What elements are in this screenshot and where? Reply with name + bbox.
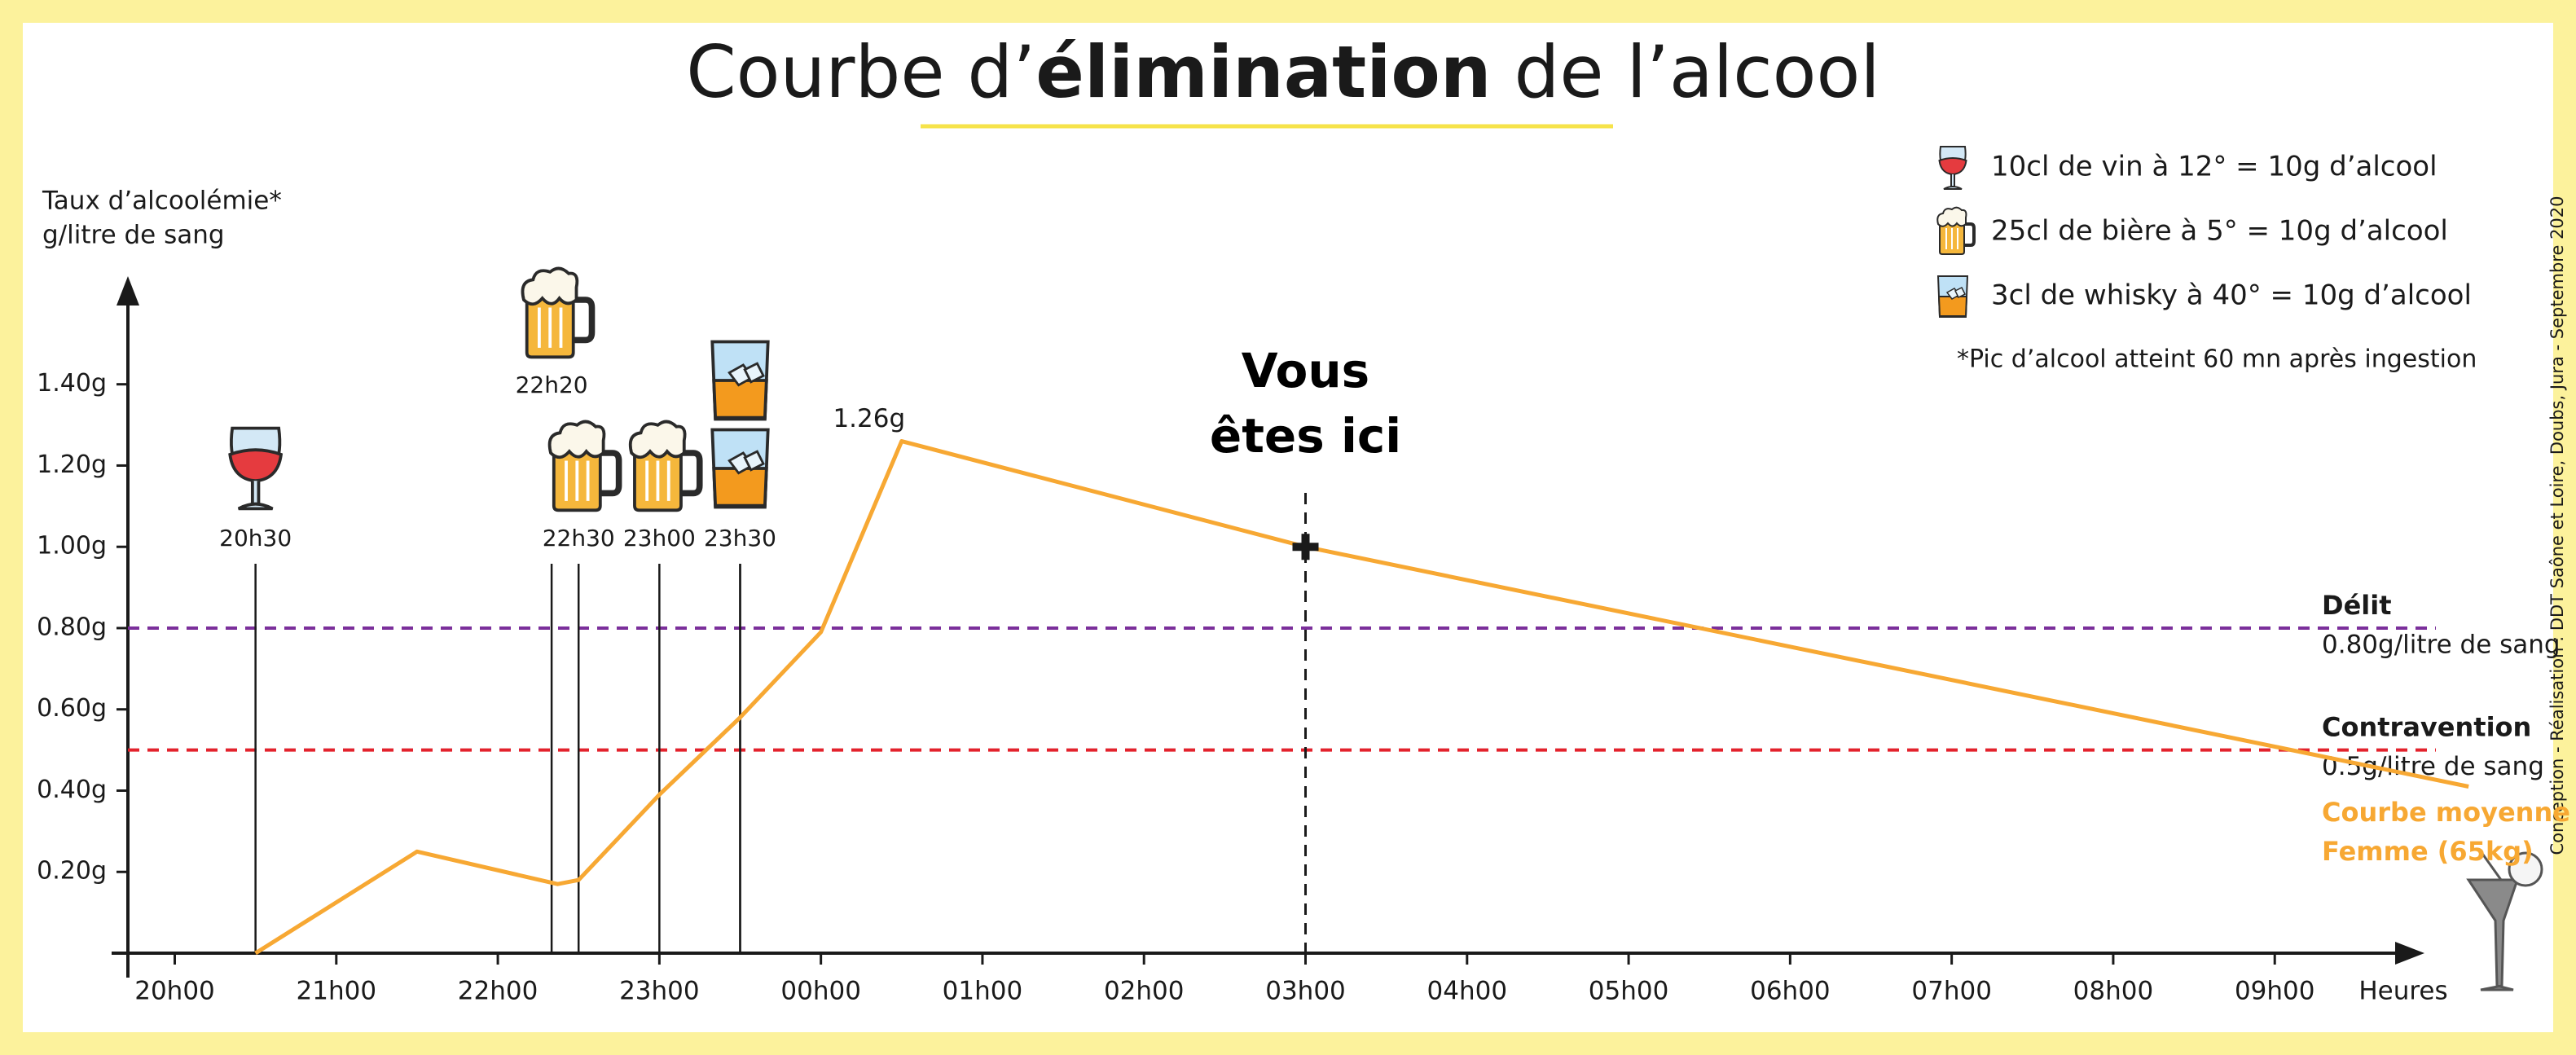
y-tick-label: 0.60g <box>37 694 107 723</box>
whisky <box>1937 296 1968 317</box>
title-part: de l’alcool <box>1492 30 1880 114</box>
mug-handle <box>571 297 596 344</box>
legend-label: 25cl de bière à 5° = 10g d’alcool <box>1991 215 2448 248</box>
y-tick-label: 1.40g <box>37 369 107 398</box>
beer-icon <box>628 420 703 512</box>
threshold-label: Délit <box>2322 590 2392 621</box>
y-tick-label: 0.80g <box>37 613 107 641</box>
whisky-icon <box>710 340 770 421</box>
foam <box>1936 206 1967 227</box>
mug-handle <box>679 450 703 497</box>
x-tick-label: 01h00 <box>943 977 1023 1006</box>
title-part: élimination <box>1035 30 1491 114</box>
glass-base <box>237 502 274 511</box>
y-tick-label: 0.40g <box>37 776 107 804</box>
wine <box>1938 157 1967 176</box>
value-label: 1.26g <box>833 404 905 433</box>
glass-stem <box>250 481 261 506</box>
wine <box>228 448 284 483</box>
x-tick-label: 08h00 <box>2073 977 2154 1006</box>
drink-time: 23h30 <box>704 525 776 552</box>
chart-title: Courbe d’élimination de l’alcool <box>686 30 1880 114</box>
y-tick-label: 1.00g <box>37 532 107 560</box>
title-part: Courbe d’ <box>686 30 1035 114</box>
threshold-sublabel: 0.80g/litre de sang <box>2322 630 2561 659</box>
x-tick-label: 09h00 <box>2235 977 2315 1006</box>
x-tick-label: 21h00 <box>297 977 377 1006</box>
x-tick-label: 02h00 <box>1104 977 1185 1006</box>
x-tick-label: 06h00 <box>1750 977 1831 1006</box>
x-tick-label: 20h00 <box>134 977 215 1006</box>
whisky-icon <box>710 428 770 509</box>
glass-base <box>1943 186 1963 190</box>
beer-icon <box>1936 206 1976 255</box>
wine-icon <box>1938 146 1967 190</box>
y-axis-label: g/litre de sang <box>42 221 225 250</box>
x-tick-label: 22h00 <box>458 977 538 1006</box>
whisky <box>712 467 768 508</box>
whisky <box>712 379 768 420</box>
beer-icon <box>547 420 622 512</box>
threshold-label: Contravention <box>2322 712 2531 743</box>
foam <box>628 420 687 459</box>
panel <box>23 23 2553 1032</box>
glass-stem <box>1950 174 1955 187</box>
beer-icon <box>521 266 596 359</box>
cocktail-decoration <box>2466 851 2543 991</box>
foam <box>547 420 606 459</box>
y-axis-arrow <box>116 276 139 306</box>
whisky-icon <box>1936 275 1969 318</box>
credit: Conception - Réalisation : DDT Saône et … <box>2547 196 2567 855</box>
y-axis-label: Taux d’alcoolémie* <box>42 187 282 216</box>
drink-time: 22h20 <box>516 371 588 398</box>
position-cross <box>1292 534 1319 560</box>
drink-time: 23h00 <box>623 525 696 552</box>
mug-handle <box>598 450 622 497</box>
legend-label: 10cl de vin à 12° = 10g d’alcool <box>1991 151 2438 183</box>
marker-label: Vous êtes ici <box>1209 343 1402 464</box>
wine-icon <box>228 426 284 511</box>
x-tick-label: 04h00 <box>1427 977 1508 1006</box>
drink-time: 20h30 <box>219 525 292 552</box>
ice <box>743 450 765 472</box>
x-tick-label: 23h00 <box>619 977 700 1006</box>
x-tick-label: 00h00 <box>780 977 861 1006</box>
x-axis-arrow <box>2395 942 2424 965</box>
foam <box>521 266 579 306</box>
curve <box>254 439 2469 956</box>
x-tick-label: 07h00 <box>1911 977 1992 1006</box>
y-tick-label: 0.20g <box>37 857 107 886</box>
threshold-sublabel: 0.5g/litre de sang <box>2322 752 2544 781</box>
ice <box>743 362 765 384</box>
mug-handle <box>1963 222 1976 247</box>
ice <box>1954 286 1967 299</box>
series-name: Courbe moyenne Femme (65kg) <box>2322 797 2570 868</box>
x-tick-label: 03h00 <box>1265 977 1346 1006</box>
drink-time: 22h30 <box>543 525 615 552</box>
x-tick-label: 05h00 <box>1589 977 1669 1006</box>
x-axis-label: Heures <box>2358 977 2447 1006</box>
y-tick-label: 1.20g <box>37 451 107 479</box>
note: *Pic d’alcool atteint 60 mn après ingest… <box>1957 345 2477 374</box>
legend-label: 3cl de whisky à 40° = 10g d’alcool <box>1991 279 2472 312</box>
